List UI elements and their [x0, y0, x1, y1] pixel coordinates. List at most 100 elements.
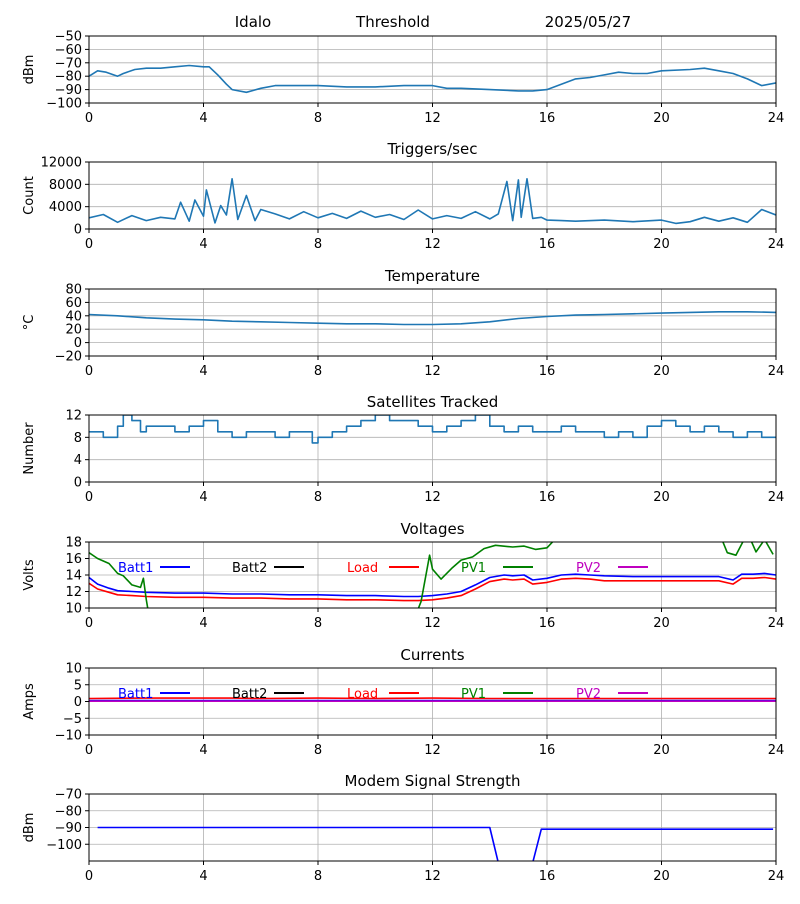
- satellites-xtick-label: 8: [314, 490, 322, 505]
- temperature-ytick-label: 0: [74, 336, 82, 351]
- modem-panel: [85, 794, 776, 865]
- triggers-xtick-label: 4: [199, 237, 207, 252]
- temperature-xtick-label: 16: [539, 364, 556, 379]
- currents-legend-pv2-label: PV2: [576, 687, 601, 702]
- voltages-legend-batt2-label: Batt2: [232, 561, 267, 576]
- currents-legend-batt2-label: Batt2: [232, 687, 267, 702]
- voltages-xtick-label: 16: [539, 616, 556, 631]
- noise-xtick-label: 12: [424, 111, 441, 126]
- modem-xtick-label: 0: [85, 869, 93, 884]
- satellites-ytick-label: 12: [65, 409, 82, 424]
- triggers-xtick-label: 20: [653, 237, 670, 252]
- voltages-legend-load-label: Load: [347, 561, 378, 576]
- currents-legend-load-label: Load: [347, 687, 378, 702]
- noise-ylabel: dBm: [22, 55, 37, 85]
- triggers-xtick-label: 0: [85, 237, 93, 252]
- triggers-ytick-label: 0: [74, 223, 82, 238]
- modem-ylabel: dBm: [22, 813, 37, 843]
- voltages-ytick-label: 10: [65, 602, 82, 617]
- currents-xtick-label: 16: [539, 743, 556, 758]
- temperature-xtick-label: 24: [768, 364, 785, 379]
- temperature-ytick-label: −20: [55, 350, 82, 365]
- currents-ylabel: Amps: [22, 683, 37, 720]
- triggers-xtick-label: 12: [424, 237, 441, 252]
- noise-ytick-label: −100: [46, 97, 82, 112]
- modem-xtick-label: 16: [539, 869, 556, 884]
- voltages-xtick-label: 12: [424, 616, 441, 631]
- triggers-panel: [85, 162, 776, 233]
- voltages-panel: [85, 539, 776, 617]
- voltages-legend-batt1-label: Batt1: [118, 561, 153, 576]
- voltages-legend-pv2-label: PV2: [576, 561, 601, 576]
- modem-ytick-label: −70: [55, 788, 82, 803]
- triggers-xtick-label: 24: [768, 237, 785, 252]
- triggers-ytick-label: 8000: [49, 178, 82, 193]
- temperature-ylabel: °C: [22, 315, 37, 331]
- satellites-panel: [85, 415, 776, 486]
- noise-ytick-label: −50: [55, 30, 82, 45]
- triggers-ylabel: Count: [22, 176, 37, 215]
- temperature-xtick-label: 20: [653, 364, 670, 379]
- currents-ytick-label: −5: [63, 712, 82, 727]
- satellites-xtick-label: 24: [768, 490, 785, 505]
- voltages-title: Voltages: [400, 520, 464, 538]
- currents-xtick-label: 12: [424, 743, 441, 758]
- noise-xtick-label: 8: [314, 111, 322, 126]
- triggers-ytick-label: 12000: [41, 156, 82, 171]
- currents-xtick-label: 8: [314, 743, 322, 758]
- noise-xtick-label: 4: [199, 111, 207, 126]
- currents-xtick-label: 20: [653, 743, 670, 758]
- temperature-xtick-label: 8: [314, 364, 322, 379]
- noise-xtick-label: 24: [768, 111, 785, 126]
- voltages-xtick-label: 4: [199, 616, 207, 631]
- currents-ytick-label: 10: [65, 662, 82, 677]
- currents-legend-batt1-label: Batt1: [118, 687, 153, 702]
- noise-ytick-label: −70: [55, 56, 82, 71]
- temperature-xtick-label: 4: [199, 364, 207, 379]
- voltages-pv1-line-3: [415, 539, 555, 617]
- noise-panel: [85, 36, 776, 107]
- satellites-ylabel: Number: [22, 422, 37, 475]
- temperature-xtick-label: 12: [424, 364, 441, 379]
- currents-xtick-label: 0: [85, 743, 93, 758]
- satellites-xtick-label: 0: [85, 490, 93, 505]
- temperature-ytick-label: 40: [65, 309, 82, 324]
- header-mode: Threshold: [355, 13, 430, 31]
- temperature-xtick-label: 0: [85, 364, 93, 379]
- voltages-legend-pv1-label: PV1: [461, 561, 486, 576]
- modem-ytick-label: −100: [46, 838, 82, 853]
- temperature-title: Temperature: [384, 267, 480, 285]
- triggers-xtick-label: 16: [539, 237, 556, 252]
- voltages-ytick-label: 12: [65, 585, 82, 600]
- noise-xtick-label: 16: [539, 111, 556, 126]
- currents-legend-pv1-label: PV1: [461, 687, 486, 702]
- noise-ytick-label: −80: [55, 70, 82, 85]
- voltages-ytick-label: 16: [65, 552, 82, 567]
- triggers-xtick-label: 8: [314, 237, 322, 252]
- voltages-xtick-label: 24: [768, 616, 785, 631]
- noise-ytick-label: −60: [55, 43, 82, 58]
- satellites-xtick-label: 20: [653, 490, 670, 505]
- temperature-ytick-label: 80: [65, 283, 82, 298]
- modem-xtick-label: 4: [199, 869, 207, 884]
- currents-xtick-label: 4: [199, 743, 207, 758]
- satellites-xtick-label: 4: [199, 490, 207, 505]
- currents-title: Currents: [400, 646, 464, 664]
- currents-xtick-label: 24: [768, 743, 785, 758]
- modem-ytick-label: −80: [55, 804, 82, 819]
- voltages-ylabel: Volts: [22, 559, 37, 591]
- modem-xtick-label: 12: [424, 869, 441, 884]
- temperature-ytick-label: 60: [65, 296, 82, 311]
- triggers-title: Triggers/sec: [387, 140, 478, 158]
- currents-ytick-label: 0: [74, 695, 82, 710]
- voltages-xtick-label: 20: [653, 616, 670, 631]
- noise-xtick-label: 20: [653, 111, 670, 126]
- satellites-ytick-label: 4: [74, 453, 82, 468]
- modem-xtick-label: 24: [768, 869, 785, 884]
- currents-panel: [85, 668, 776, 739]
- temperature-panel: [85, 289, 776, 360]
- currents-ytick-label: 5: [74, 678, 82, 693]
- satellites-title: Satellites Tracked: [367, 393, 498, 411]
